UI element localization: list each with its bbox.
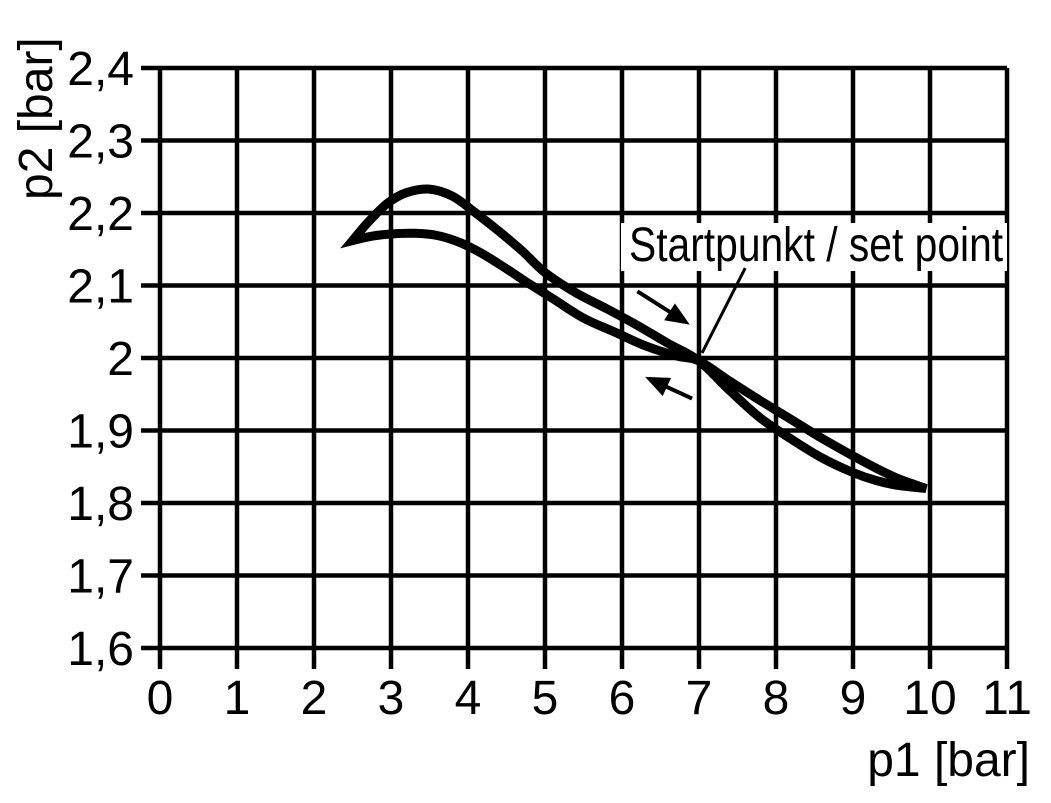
x-tick-label: 10 xyxy=(903,672,956,725)
y-tick-label: 2,1 xyxy=(67,261,134,314)
direction-arrow-head xyxy=(664,303,690,325)
grid-layer: 0 1 2 3 4 5 6 7 8 9 10 112,42,32,22,121,91,81,71,6 xyxy=(67,43,1032,725)
x-tick-label: 8 xyxy=(763,672,790,725)
direction-arrow-shaft xyxy=(636,289,677,318)
set-point-label: Startpunkt / set point xyxy=(629,219,1004,272)
curves-layer xyxy=(340,184,928,493)
y-tick-label: 2 xyxy=(107,333,134,386)
y-tick-label: 1,7 xyxy=(67,551,134,604)
x-tick-label: 9 xyxy=(840,672,867,725)
direction-arrow-head xyxy=(645,376,672,397)
x-tick-label: 7 xyxy=(686,672,713,725)
x-tick-label: 4 xyxy=(455,672,482,725)
x-tick-label: 5 xyxy=(532,672,559,725)
y-tick-label: 1,9 xyxy=(67,406,134,459)
y-tick-label: 2,3 xyxy=(67,116,134,169)
y-axis-title: p2 [bar] xyxy=(10,37,63,200)
x-tick-label: 6 xyxy=(609,672,636,725)
annotation-background xyxy=(621,223,1007,271)
y-tick-label: 2,4 xyxy=(67,43,134,96)
x-tick-label: 0 xyxy=(147,672,174,725)
x-tick-label: 3 xyxy=(378,672,405,725)
x-axis-title: p1 [bar] xyxy=(867,734,1030,787)
x-tick-label: 11 xyxy=(982,672,1032,725)
x-tick-label: 2 xyxy=(301,672,328,725)
hysteresis-curve xyxy=(340,184,928,493)
set-point-leader-line xyxy=(700,267,747,354)
y-tick-label: 2,2 xyxy=(67,188,134,241)
x-tick-label: 1 xyxy=(224,672,251,725)
y-tick-label: 1,8 xyxy=(67,478,134,531)
annotation-layer xyxy=(636,267,747,401)
y-tick-label: 1,6 xyxy=(67,623,134,676)
